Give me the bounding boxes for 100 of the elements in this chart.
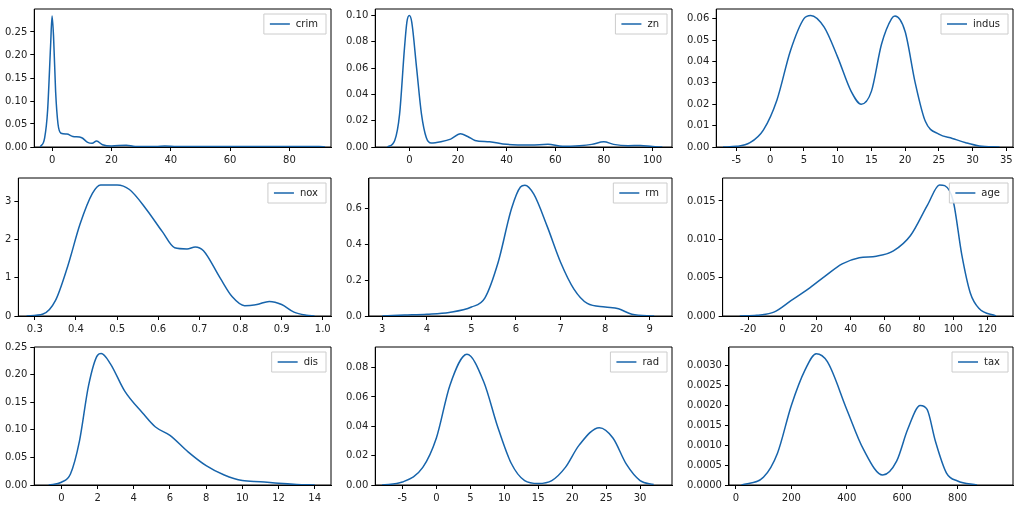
y-tick-label: 0.0020 [686, 399, 722, 411]
line-series [722, 14, 1001, 147]
y-tick-label: 0.20 [5, 368, 28, 380]
y-tick-label: 0.10 [5, 423, 28, 435]
x-tick-label: 20 [810, 322, 823, 334]
line-series [740, 353, 978, 485]
x-tick-label: 4 [423, 322, 431, 334]
x-tick-label: 5 [468, 322, 475, 334]
y-tick-label: 0.0025 [686, 379, 722, 391]
y-tick-label: 0.06 [346, 390, 369, 402]
x-tick-label: 15 [531, 491, 545, 503]
x-tick-label: 200 [781, 491, 801, 503]
line-series [47, 352, 316, 485]
x-tick-label: 6 [512, 322, 520, 334]
y-tick-label: 0 [4, 309, 12, 321]
x-tick-label: -5 [731, 153, 742, 165]
x-tick-label: 800 [948, 491, 968, 503]
y-tick-label: 0.01 [687, 119, 710, 131]
x-tick-label: 40 [164, 153, 178, 165]
y-tick-label: 0.25 [5, 340, 28, 352]
x-tick-label: 0.4 [68, 322, 84, 334]
y-tick-label: 3 [4, 194, 12, 206]
y-tick-label: 0.0015 [686, 418, 722, 430]
x-tick-label: 35 [999, 153, 1013, 165]
y-tick-label: 0.08 [346, 361, 369, 373]
legend-label: zn [647, 17, 660, 29]
y-tick-label: 0.05 [687, 33, 710, 45]
y-tick-label: 0.02 [687, 97, 710, 109]
line-series [25, 184, 316, 316]
x-tick-label: 8 [601, 322, 609, 334]
y-tick-label: 0.4 [346, 237, 362, 249]
y-tick-label: 0.005 [686, 271, 716, 283]
line-series [39, 15, 326, 147]
x-tick-label: 3 [379, 322, 386, 334]
x-tick-label: 30 [633, 491, 647, 503]
x-tick-label: 40 [844, 322, 858, 334]
y-tick-label: 0.08 [346, 35, 369, 47]
x-tick-label: 0 [767, 153, 774, 165]
y-tick-label: 0.05 [5, 450, 28, 462]
y-tick-label: 0.15 [5, 395, 28, 407]
x-tick-label: 2 [94, 491, 101, 503]
x-tick-label: 4 [130, 491, 137, 503]
y-tick-label: 0.0000 [686, 478, 722, 490]
y-tick-label: 0.04 [346, 419, 369, 431]
y-tick-label: 0.25 [5, 25, 28, 37]
y-tick-label: 0.0 [346, 309, 362, 321]
y-tick-label: 0.2 [346, 273, 362, 285]
x-tick-label: 0.3 [26, 322, 43, 334]
y-tick-label: 0.0010 [686, 438, 722, 450]
x-tick-label: 7 [557, 322, 564, 334]
x-tick-label: 60 [223, 153, 237, 165]
x-tick-label: 0.5 [109, 322, 126, 334]
y-tick-label: 0.015 [686, 194, 716, 206]
x-tick-label: 10 [497, 491, 511, 503]
x-tick-label: 5 [467, 491, 474, 503]
y-tick-label: 0.010 [686, 232, 716, 244]
x-tick-label: 400 [837, 491, 857, 503]
y-tick-label: 0.04 [687, 55, 710, 67]
x-tick-label: 40 [500, 153, 513, 165]
x-tick-label: 30 [966, 153, 979, 165]
x-tick-label: 20 [451, 153, 465, 165]
x-tick-label: 0 [779, 322, 786, 334]
y-tick-label: 1 [4, 271, 12, 283]
x-tick-label: 60 [548, 153, 562, 165]
x-tick-label: 0 [732, 491, 740, 503]
x-tick-label: 20 [898, 153, 912, 165]
x-tick-label: 14 [308, 491, 322, 503]
x-tick-label: 600 [892, 491, 912, 503]
y-tick-label: 0.10 [346, 9, 369, 21]
legend-label: age [981, 186, 1001, 198]
x-tick-label: 0.8 [232, 322, 249, 334]
legend-label: nox [299, 186, 319, 198]
x-tick-label: 8 [202, 491, 210, 503]
y-tick-label: 0.6 [346, 202, 362, 214]
y-tick-label: 0.00 [687, 140, 710, 152]
legend-label: rm [645, 186, 660, 198]
y-tick-label: 0.02 [346, 114, 369, 126]
x-tick-label: 1.0 [314, 322, 331, 334]
x-tick-label: 12 [272, 491, 285, 503]
x-tick-label: 9 [646, 322, 653, 334]
x-tick-label: 80 [912, 322, 926, 334]
y-tick-label: 0.05 [5, 117, 28, 129]
y-tick-label: 0.000 [686, 309, 716, 321]
y-tick-label: 0.20 [5, 48, 28, 60]
y-tick-label: 0.00 [346, 478, 369, 490]
x-tick-label: 10 [831, 153, 845, 165]
y-tick-label: 0.00 [5, 478, 28, 490]
x-tick-label: 25 [599, 491, 613, 503]
x-tick-label: 100 [643, 153, 663, 165]
y-tick-label: 0.06 [687, 12, 710, 24]
y-tick-label: 0.06 [346, 61, 369, 73]
x-tick-label: 15 [865, 153, 878, 165]
x-tick-label: 10 [235, 491, 249, 503]
x-tick-label: 120 [977, 322, 997, 334]
x-tick-label: 100 [943, 322, 963, 334]
y-tick-label: 0.04 [346, 88, 369, 100]
x-tick-label: 20 [105, 153, 118, 165]
x-tick-label: 25 [932, 153, 946, 165]
x-tick-label: 80 [597, 153, 611, 165]
y-tick-label: 0.15 [5, 71, 28, 83]
